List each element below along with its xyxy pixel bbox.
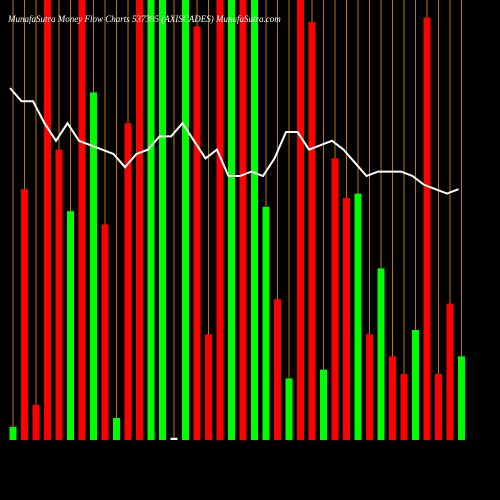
bar bbox=[216, 0, 224, 440]
bar bbox=[136, 0, 143, 440]
bar bbox=[239, 0, 247, 440]
bar bbox=[354, 193, 362, 440]
bar bbox=[308, 22, 316, 440]
flow-line bbox=[9, 87, 459, 195]
bar bbox=[331, 158, 339, 440]
bar bbox=[297, 0, 304, 440]
bar bbox=[32, 404, 40, 440]
bar bbox=[285, 378, 293, 440]
bar bbox=[55, 149, 63, 440]
bar bbox=[67, 211, 74, 440]
bar bbox=[262, 206, 270, 440]
bar bbox=[435, 374, 442, 440]
bar bbox=[124, 123, 132, 440]
chart-title: MunafaSutra Money Flow Charts 537395 (AX… bbox=[7, 14, 281, 24]
bar bbox=[458, 356, 465, 440]
bar bbox=[274, 299, 281, 440]
bar bbox=[147, 0, 155, 440]
bar bbox=[78, 0, 86, 440]
bar bbox=[113, 418, 120, 440]
bar bbox=[400, 374, 408, 440]
bar bbox=[21, 189, 28, 440]
bar bbox=[228, 0, 235, 440]
bar bbox=[377, 268, 385, 440]
bar bbox=[320, 369, 327, 440]
bar bbox=[412, 330, 419, 440]
bar bbox=[251, 0, 258, 440]
bar bbox=[366, 334, 373, 440]
bar bbox=[182, 0, 189, 440]
bar bbox=[159, 0, 166, 440]
bar bbox=[193, 26, 201, 441]
bar bbox=[343, 198, 350, 440]
bar bbox=[44, 0, 51, 440]
bar bbox=[389, 356, 396, 440]
bar bbox=[170, 437, 178, 440]
bar bbox=[9, 426, 17, 440]
bar bbox=[446, 303, 454, 440]
bar bbox=[205, 334, 212, 440]
bar bbox=[101, 224, 109, 440]
bar bbox=[423, 17, 431, 440]
bar bbox=[90, 92, 97, 441]
